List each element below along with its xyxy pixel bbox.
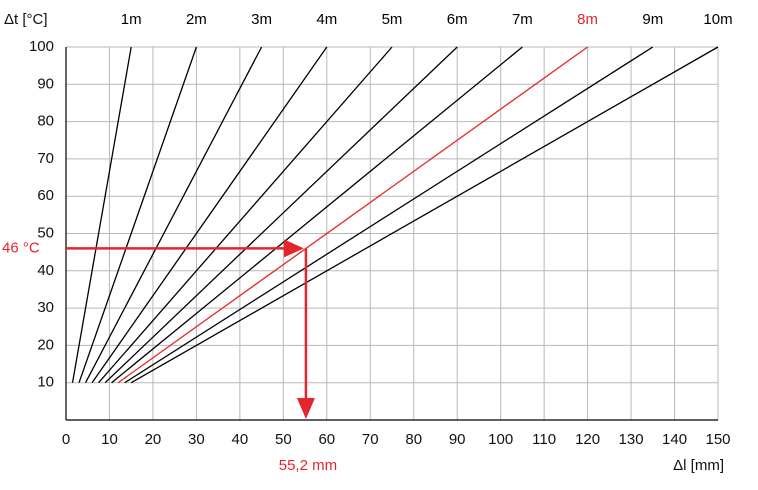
y-tick-label: 40 [37, 262, 54, 279]
series-line [104, 46, 458, 384]
x-tick-label: 50 [275, 431, 292, 448]
series-label: 10m [703, 11, 732, 28]
series-line [117, 46, 588, 384]
x-tick-label: 60 [318, 431, 335, 448]
series-line [78, 46, 198, 383]
series-label: 8m [577, 11, 598, 28]
x-tick-label: 70 [362, 431, 379, 448]
y-tick-label: 70 [37, 150, 54, 167]
x-tick-label: 120 [575, 431, 600, 448]
series-label: 5m [382, 11, 403, 28]
series-line [91, 46, 328, 384]
series-label: 2m [186, 11, 207, 28]
annotation-arrowhead-v [296, 398, 315, 419]
series-label: 7m [512, 11, 533, 28]
x-tick-label: 0 [62, 431, 70, 448]
y-tick-label: 20 [37, 336, 54, 353]
y-tick-label: 10 [37, 374, 54, 391]
series-label: 6m [447, 11, 468, 28]
series-line [98, 46, 393, 384]
y-tick-label: 60 [37, 187, 54, 204]
annotation-arrowhead-h [283, 239, 304, 258]
annotation-y-text: 46 °C [2, 239, 40, 256]
x-tick-label: 130 [619, 431, 644, 448]
series-line [71, 46, 132, 383]
series-line [130, 46, 719, 384]
series-line [111, 46, 523, 384]
x-tick-label: 140 [662, 431, 687, 448]
x-tick-label: 110 [532, 431, 556, 448]
x-axis-title: Δl [mm] [673, 457, 724, 474]
x-tick-label: 40 [232, 431, 249, 448]
y-tick-label: 100 [29, 38, 54, 55]
y-tick-label: 50 [37, 224, 54, 241]
y-tick-label: 30 [37, 299, 54, 316]
x-tick-label: 90 [449, 431, 466, 448]
annotation-x-text: 55,2 mm [279, 457, 337, 474]
series-line [124, 46, 654, 384]
series-label: 9m [642, 11, 663, 28]
series-label: 4m [316, 11, 337, 28]
x-tick-label: 80 [405, 431, 422, 448]
x-tick-label: 20 [145, 431, 162, 448]
series-label: 1m [121, 11, 142, 28]
series-label: 3m [251, 11, 272, 28]
x-tick-label: 30 [188, 431, 205, 448]
y-axis-title: Δt [°C] [4, 11, 48, 28]
series-line [84, 46, 263, 384]
y-tick-label: 80 [37, 113, 54, 130]
y-tick-label: 90 [37, 75, 54, 92]
x-tick-label: 100 [488, 431, 513, 448]
x-tick-label: 10 [101, 431, 118, 448]
x-tick-label: 150 [705, 431, 730, 448]
